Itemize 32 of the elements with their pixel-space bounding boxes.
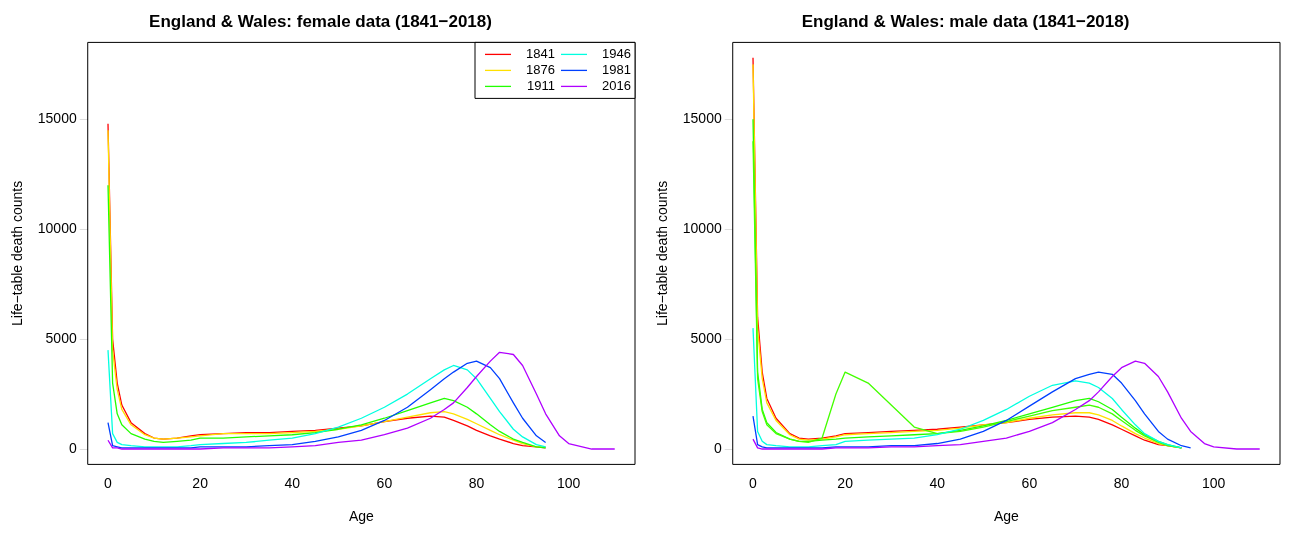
chart-title: England & Wales: female data (1841−2018) <box>149 11 492 31</box>
legend-label: 1946 <box>602 45 631 61</box>
chart-title: England & Wales: male data (1841−2018) <box>801 11 1130 31</box>
x-tick-label: 60 <box>376 474 393 491</box>
y-tick-label: 10000 <box>682 220 722 237</box>
x-tick-label: 20 <box>837 474 854 491</box>
x-tick-label: 100 <box>556 474 581 491</box>
x-tick-label: 40 <box>929 474 946 491</box>
legend-label: 1911 <box>527 77 555 93</box>
y-tick-label: 5000 <box>45 329 77 346</box>
legend-label: 2016 <box>602 77 631 93</box>
x-tick-label: 0 <box>104 474 113 491</box>
y-tick-label: 10000 <box>37 220 77 237</box>
x-tick-label: 80 <box>468 474 485 491</box>
legend-label: 1981 <box>602 61 631 77</box>
x-tick-label: 20 <box>192 474 209 491</box>
y-axis-title: Life−table death counts <box>654 180 671 326</box>
x-axis-title: Age <box>993 508 1020 525</box>
y-axis-title: Life−table death counts <box>9 180 26 326</box>
y-tick-label: 0 <box>68 439 77 456</box>
y-tick-label: 0 <box>713 439 722 456</box>
legend-label: 1876 <box>526 61 555 77</box>
x-tick-label: 60 <box>1021 474 1038 491</box>
y-tick-label: 15000 <box>37 110 77 127</box>
x-tick-label: 40 <box>284 474 301 491</box>
legend-label: 1841 <box>526 45 555 61</box>
x-axis-title: Age <box>348 508 375 525</box>
x-tick-label: 0 <box>749 474 758 491</box>
x-tick-label: 100 <box>1201 474 1226 491</box>
x-tick-label: 80 <box>1113 474 1130 491</box>
y-tick-label: 5000 <box>690 329 722 346</box>
y-tick-label: 15000 <box>682 110 722 127</box>
